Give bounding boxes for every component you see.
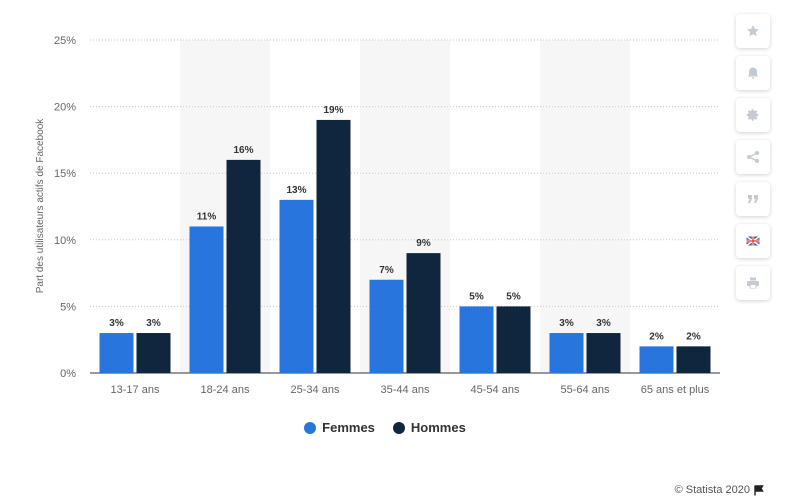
print-button[interactable] (736, 266, 770, 300)
data-label: 2% (686, 331, 701, 342)
y-axis-ticks: 0% 5% 10% 15% 20% 25% (54, 35, 76, 380)
notification-button[interactable] (736, 56, 770, 90)
legend-marker-hommes (392, 421, 405, 434)
y-tick-label: 15% (54, 168, 76, 180)
legend-item-femmes[interactable]: Femmes (304, 420, 375, 435)
x-tick-label: 55-64 ans (561, 384, 610, 396)
cite-button[interactable] (736, 182, 770, 216)
bar (189, 226, 224, 373)
bar (459, 306, 494, 373)
bar (406, 253, 441, 373)
data-label: 3% (146, 318, 161, 329)
data-label: 5% (506, 291, 521, 302)
category-band (540, 40, 630, 373)
y-tick-label: 0% (60, 368, 76, 380)
bar (136, 333, 171, 373)
data-label: 19% (323, 105, 343, 116)
gear-icon (746, 109, 759, 121)
y-axis-label: Part des utilisateurs actifs de Facebook (35, 118, 46, 294)
data-label: 5% (469, 291, 484, 302)
bar (586, 333, 621, 373)
flag-icon (746, 235, 760, 247)
toolbar (736, 14, 770, 300)
flag-icon (754, 484, 764, 495)
data-label: 3% (109, 318, 124, 329)
x-tick-label: 18-24 ans (201, 384, 250, 396)
bar (99, 333, 134, 373)
share-icon (747, 151, 759, 163)
credits[interactable]: © Statista 2020 (675, 484, 764, 496)
bar (639, 346, 674, 373)
y-tick-label: 20% (54, 102, 76, 114)
credits-text: © Statista 2020 (674, 484, 750, 496)
legend: Femmes Hommes (0, 420, 770, 435)
bell-icon (747, 67, 759, 79)
bar (316, 119, 351, 373)
bar (279, 199, 314, 373)
bar (369, 279, 404, 373)
value-labels: 3% 3% 11% 16% 13% 19% 7% 9% 5% 5% 3% 3% 2% 2% (109, 105, 701, 342)
bar (549, 333, 584, 373)
bar (676, 346, 711, 373)
category-bands (180, 40, 630, 373)
x-tick-label: 35-44 ans (381, 384, 430, 396)
bars (99, 119, 711, 373)
x-axis-ticks: 13-17 ans 18-24 ans 25-34 ans 35-44 ans 45-5… (111, 384, 710, 396)
data-label: 3% (596, 318, 611, 329)
y-tick-label: 25% (54, 35, 76, 47)
data-label: 13% (286, 185, 306, 196)
data-label: 7% (379, 265, 394, 276)
data-label: 3% (559, 318, 574, 329)
bar (226, 159, 261, 373)
quote-icon (748, 195, 758, 203)
print-icon (747, 277, 759, 289)
data-label: 16% (233, 145, 253, 156)
favorite-button[interactable] (736, 14, 770, 48)
legend-label-hommes: Hommes (410, 420, 466, 435)
data-label: 11% (197, 211, 217, 222)
y-tick-label: 10% (54, 235, 76, 247)
x-tick-label: 45-54 ans (471, 384, 520, 396)
star-icon (747, 25, 759, 37)
y-tick-label: 5% (60, 301, 76, 313)
legend-marker-femmes (304, 421, 317, 434)
settings-button[interactable] (736, 98, 770, 132)
legend-item-hommes[interactable]: Hommes (392, 420, 466, 435)
data-label: 2% (649, 331, 664, 342)
bar (496, 306, 531, 373)
data-label: 9% (416, 238, 431, 249)
language-button[interactable] (736, 224, 770, 258)
legend-label-femmes: Femmes (322, 420, 375, 435)
x-tick-label: 65 ans et plus (641, 384, 710, 396)
share-button[interactable] (736, 140, 770, 174)
x-tick-label: 13-17 ans (111, 384, 160, 396)
x-tick-label: 25-34 ans (291, 384, 340, 396)
